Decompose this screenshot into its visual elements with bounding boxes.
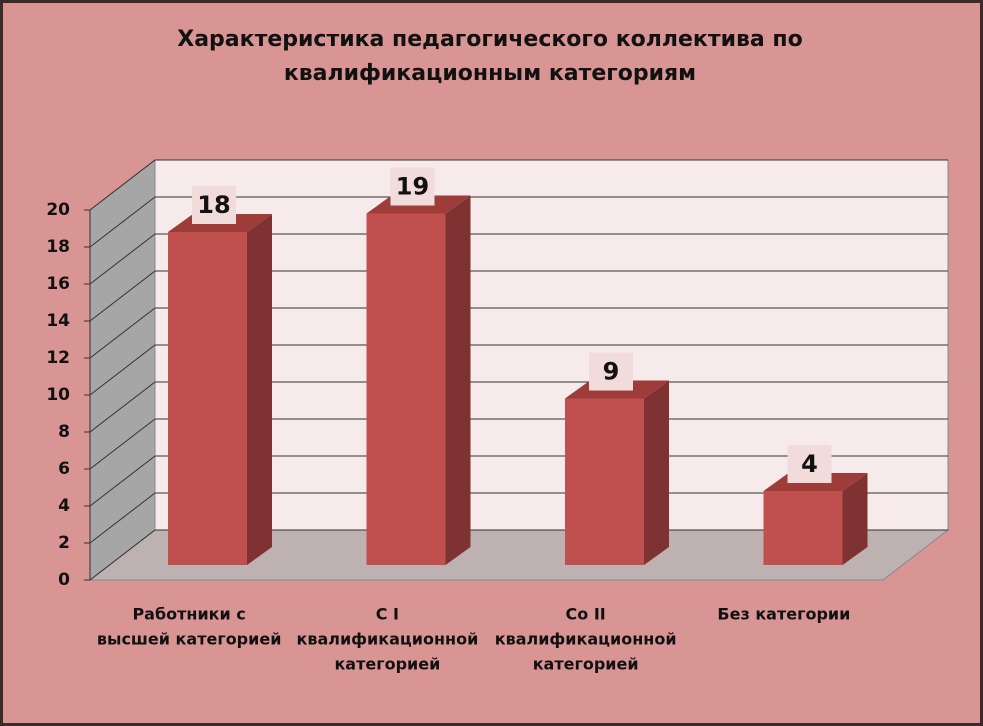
y-tick-label: 18 xyxy=(46,237,70,257)
bar-side xyxy=(644,380,669,565)
x-tick-label: С I xyxy=(376,605,399,624)
y-tick-label: 2 xyxy=(58,533,70,553)
x-tick-label: категорией xyxy=(334,655,440,674)
bar xyxy=(366,213,446,565)
grid-line xyxy=(89,381,156,433)
y-tick-label: 4 xyxy=(58,496,70,516)
y-tick-label: 20 xyxy=(46,200,70,220)
value-label: 18 xyxy=(197,191,230,219)
grid-line xyxy=(89,455,156,507)
y-tick-label: 0 xyxy=(58,570,70,590)
chart-title: Характеристика педагогического коллектив… xyxy=(177,27,802,52)
y-tick-label: 14 xyxy=(46,311,70,331)
grid-line xyxy=(89,492,156,544)
grid-line xyxy=(89,344,156,396)
grid-line xyxy=(89,233,156,285)
bar xyxy=(168,232,247,565)
x-tick-label: квалификационной xyxy=(495,630,677,649)
bar xyxy=(763,491,843,565)
x-tick-label: Без категории xyxy=(717,605,850,624)
grid-line xyxy=(89,307,156,359)
grid-line xyxy=(89,159,156,211)
value-label-box xyxy=(787,445,832,483)
value-label-box xyxy=(589,352,633,391)
value-label: 9 xyxy=(603,358,620,386)
bar-side xyxy=(247,214,272,565)
y-tick-label: 10 xyxy=(46,385,70,405)
x-tick-label: высшей категорией xyxy=(97,630,282,649)
x-tick-label: квалификационной xyxy=(296,630,478,649)
bar-side xyxy=(842,473,868,565)
value-label: 19 xyxy=(396,173,429,201)
x-tick-label: Работники с xyxy=(132,605,245,624)
value-label-box xyxy=(390,167,435,206)
grid-line xyxy=(89,529,156,581)
grid-line xyxy=(89,418,156,470)
y-tick-label: 6 xyxy=(58,459,70,479)
y-tick-label: 12 xyxy=(46,348,70,368)
grid-line xyxy=(89,270,156,322)
value-label-box xyxy=(192,186,236,224)
y-tick-label: 8 xyxy=(58,422,70,442)
x-tick-label: Со II xyxy=(566,605,606,624)
y-tick-label: 16 xyxy=(46,274,70,294)
bar xyxy=(565,398,644,565)
bar-side xyxy=(445,195,471,565)
chart-title: квалификационным категориям xyxy=(284,61,696,86)
x-tick-label: категорией xyxy=(533,655,639,674)
value-label: 4 xyxy=(801,450,818,478)
grid-line xyxy=(89,196,156,248)
